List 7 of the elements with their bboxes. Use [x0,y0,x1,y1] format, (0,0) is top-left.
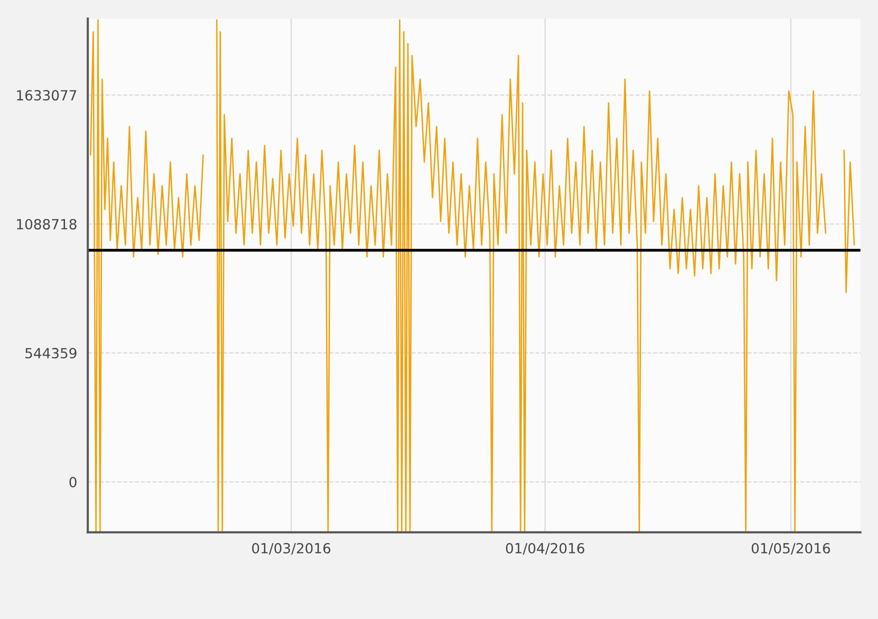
y-tick-label: 544359 [25,348,76,358]
y-tick-label: 1088718 [17,218,76,230]
x-tick-label: 01/05/2016 [752,543,830,555]
y-tick-label: 1633077 [17,90,76,101]
y-tick-label: 0 [69,476,76,488]
x-tick-label: 01/04/2016 [506,543,584,555]
x-tick-label: 01/03/2016 [252,543,330,555]
